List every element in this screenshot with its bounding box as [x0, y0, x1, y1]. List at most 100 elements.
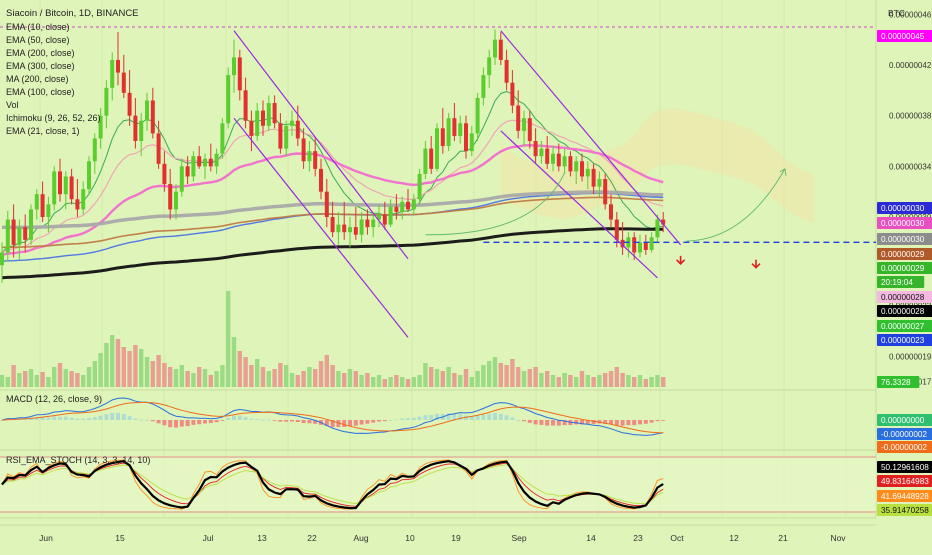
macd-histogram-bar [197, 420, 202, 425]
volume-bar [243, 357, 248, 387]
macd-histogram-bar [498, 413, 503, 420]
candle [191, 151, 196, 182]
price-label-bg [877, 376, 920, 388]
candle [29, 204, 33, 245]
macd-histogram-bar [185, 420, 190, 427]
time-tick-label: 14 [586, 533, 596, 543]
arrow-down-icon [676, 255, 686, 265]
volume-bar [231, 337, 237, 387]
candle [464, 115, 468, 159]
channel-lower-2[interactable] [500, 130, 658, 279]
volume-bar [475, 371, 480, 387]
volume-bar [115, 339, 121, 387]
price-tick-label: 0.00000019 [889, 352, 932, 361]
candle [272, 95, 277, 129]
candle [58, 158, 62, 202]
candle-body [440, 128, 445, 147]
macd-histogram-bar [46, 417, 51, 420]
volume-bar [52, 367, 57, 387]
macd-value-label-bg [877, 414, 932, 426]
candle [388, 199, 393, 228]
currency-label: BTC [888, 8, 905, 18]
candle-body [0, 252, 4, 266]
candle-body [632, 237, 637, 253]
legend-ema100: EMA (100, close) [6, 87, 75, 97]
candle [458, 115, 463, 144]
rsi-value-label-bg [877, 490, 932, 502]
macd-histogram-bar [342, 420, 347, 427]
macd-histogram-bar [23, 418, 28, 420]
price-label-bg [877, 217, 932, 229]
candle-body [203, 158, 207, 167]
candle [208, 143, 213, 172]
candle-body [11, 219, 16, 245]
macd-histogram-bar [301, 420, 306, 424]
volume-bar [156, 355, 161, 387]
candle-body [661, 219, 666, 225]
volume-bar [23, 371, 28, 387]
candle [481, 67, 486, 106]
legend-ichimoku: Ichimoku (9, 26, 52, 26) [6, 113, 101, 123]
candle [11, 204, 16, 258]
volume-bar [637, 375, 643, 387]
macd-histogram-bar [87, 418, 91, 420]
volume-bar [75, 373, 80, 387]
channel-lower-1[interactable] [233, 117, 409, 338]
macd-value-label: 0.00000000 [881, 416, 925, 425]
candle [661, 211, 666, 233]
price-label: 0.00000028 [881, 293, 925, 302]
time-axis: Jun 15 Jul 13 22 Aug 10 19 Sep 14 23 Oct 12 21 Nov [0, 524, 876, 543]
price-label-bg [877, 334, 932, 346]
macd-histogram-bar [92, 416, 97, 420]
candle-body [278, 123, 283, 149]
channel-upper-1[interactable] [233, 30, 409, 260]
candle [551, 146, 555, 172]
candle-body [168, 184, 173, 210]
candle [562, 148, 567, 174]
time-tick-label: Jul [203, 533, 214, 543]
candle-body [603, 179, 608, 205]
candle-body [452, 118, 457, 136]
macd-line [1, 397, 664, 436]
volume-bar [452, 373, 457, 387]
candle [382, 201, 387, 230]
volume-bar [191, 373, 196, 387]
candle-body [336, 224, 341, 233]
price-label-bg [877, 30, 932, 42]
macd-histogram-bar [377, 420, 381, 422]
legend-ema200: EMA (200, close) [6, 48, 75, 58]
candle-body [498, 39, 503, 60]
candle-body [597, 179, 602, 187]
candle-body [406, 201, 410, 210]
candle-body [527, 118, 532, 141]
candle-body [545, 148, 550, 164]
volume-bar [289, 373, 295, 387]
time-tick-label: 10 [405, 533, 415, 543]
candle [429, 135, 434, 174]
macd-histogram-bar [336, 420, 341, 428]
candle [394, 194, 399, 220]
candle-body [145, 100, 149, 121]
macd-histogram-bar [504, 415, 509, 420]
candle-body [69, 176, 74, 200]
volume-bar [255, 359, 260, 387]
volume-bar [17, 373, 22, 387]
macd-histogram-bar [411, 417, 416, 420]
time-tick-label: 23 [633, 533, 643, 543]
candle [237, 49, 242, 101]
candle-body [394, 206, 399, 212]
candle-body [493, 39, 497, 58]
macd-histogram-bar [638, 420, 642, 425]
macd-histogram-bar [365, 420, 370, 424]
candle-body [620, 239, 625, 248]
stoch-d-line [1, 462, 664, 507]
candles [0, 29, 666, 283]
candle-body [243, 90, 248, 121]
channel-upper-2[interactable] [500, 30, 682, 246]
macd-value-label-bg [877, 428, 932, 440]
volume-bar [492, 357, 498, 387]
candle [336, 211, 341, 245]
candle [342, 201, 347, 240]
